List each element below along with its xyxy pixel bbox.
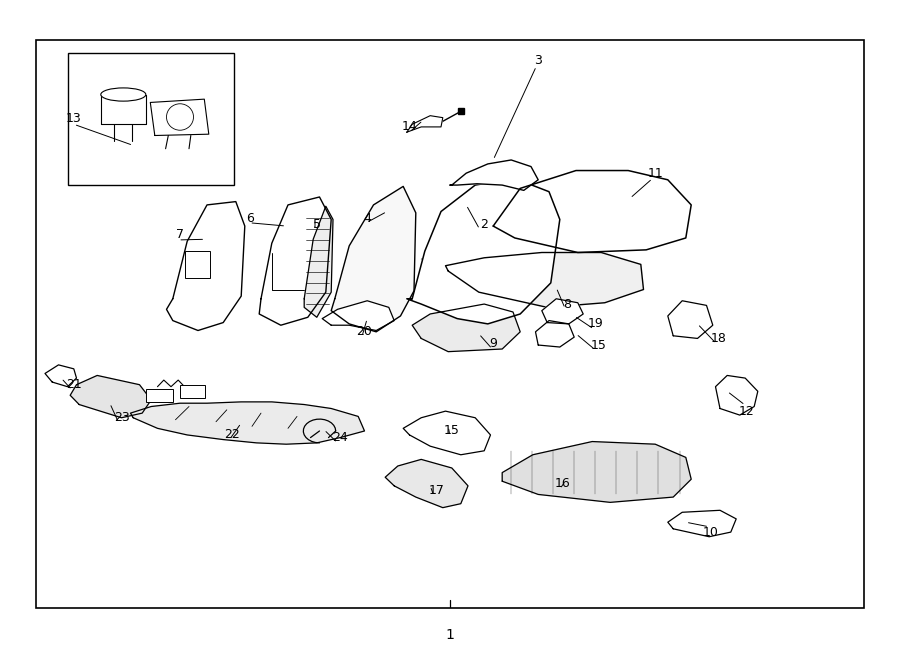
Polygon shape [716,375,758,415]
Text: 24: 24 [332,431,348,444]
Bar [184,251,210,278]
Text: 22: 22 [224,428,240,442]
Text: 16: 16 [554,477,571,490]
Polygon shape [101,95,146,124]
Polygon shape [150,99,209,136]
Text: 13: 13 [66,112,82,126]
Text: 20: 20 [356,325,373,338]
Polygon shape [446,253,644,307]
Bar [36,40,864,608]
Bar [68,53,234,185]
Text: 18: 18 [710,332,726,345]
Polygon shape [407,116,443,132]
Polygon shape [668,510,736,537]
Polygon shape [259,197,331,325]
Polygon shape [385,459,468,508]
Text: 4: 4 [364,212,371,225]
Polygon shape [412,304,520,352]
Polygon shape [502,442,691,502]
Text: 7: 7 [176,228,184,241]
Polygon shape [331,186,416,332]
Ellipse shape [101,88,146,101]
Text: 5: 5 [313,218,320,231]
Text: 17: 17 [428,484,445,497]
Bar [180,385,205,398]
Polygon shape [70,375,151,418]
Polygon shape [450,160,538,190]
Text: 8: 8 [563,297,571,311]
Text: 9: 9 [490,337,497,350]
Polygon shape [407,178,560,324]
Text: 19: 19 [588,317,604,330]
Text: 12: 12 [739,405,755,418]
Ellipse shape [166,104,194,130]
Polygon shape [493,171,691,253]
Text: 15: 15 [444,424,460,438]
Polygon shape [668,301,713,338]
Text: 1: 1 [446,627,454,642]
Text: 11: 11 [647,167,663,180]
Polygon shape [45,365,76,387]
Text: 14: 14 [401,120,418,134]
Text: 10: 10 [703,525,719,539]
Polygon shape [542,299,583,324]
Text: 21: 21 [66,378,82,391]
Polygon shape [536,321,574,347]
Polygon shape [304,206,333,317]
Polygon shape [403,411,490,455]
Polygon shape [322,301,394,330]
Text: 6: 6 [247,212,254,225]
Text: 3: 3 [535,54,542,67]
Bar [146,389,173,402]
Text: 2: 2 [481,218,488,231]
Text: 15: 15 [590,338,607,352]
Text: 23: 23 [113,411,130,424]
Polygon shape [130,402,364,444]
Polygon shape [166,202,245,330]
